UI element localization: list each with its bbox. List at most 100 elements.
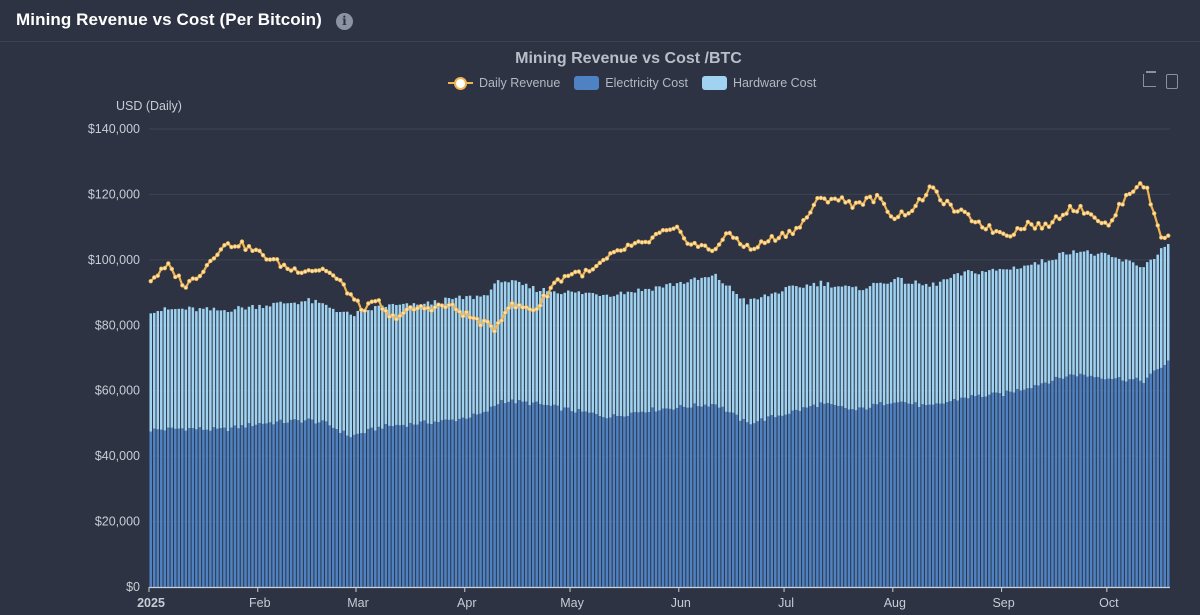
electricity-bar [956,400,959,587]
electricity-bar [552,404,556,587]
x-tick-label: Sep [992,596,1014,610]
x-axis: 2025 Feb Mar Apr May Jun Jul Aug Sep Oct [137,586,1170,610]
electricity-bar [177,428,181,587]
revenue-point [439,303,445,308]
hardware-bar [668,283,672,409]
info-icon[interactable]: i [335,12,353,30]
legend-item-hardware-cost[interactable]: Hardware Cost [701,76,816,90]
electricity-bar [917,407,921,587]
restore-icon[interactable] [1166,74,1178,89]
hardware-bar [998,268,1002,394]
electricity-bar [360,433,363,587]
electricity-bar [745,422,749,587]
electricity-bar [749,424,752,587]
hardware-bar [510,280,514,400]
revenue-point [436,302,441,307]
revenue-point [688,242,694,247]
electricity-bar [931,404,935,587]
electricity-bar [981,396,984,587]
revenue-point [1113,213,1118,218]
electricity-bar [398,425,402,587]
revenue-point [695,244,701,250]
electricity-bar [675,407,679,587]
chart-toolbox [1143,71,1178,89]
hardware-bar [549,291,552,406]
electricity-bar [514,403,517,587]
hardware-bar [188,306,191,429]
revenue-point [257,248,262,254]
electricity-bar [384,423,388,587]
hardware-bar [595,294,598,415]
zoom-icon[interactable] [1143,71,1156,87]
hardware-bar [1121,261,1124,381]
electricity-bar [307,418,310,587]
revenue-point [952,209,957,214]
hardware-bar [865,288,868,410]
revenue-point [745,242,750,248]
electricity-bar [493,405,496,587]
hardware-bar [738,298,742,421]
revenue-point [488,323,494,329]
hardware-bar [1072,250,1075,375]
revenue-point [969,218,974,224]
revenue-point [1064,211,1069,216]
electricity-bar [1110,379,1114,587]
electricity-bar [963,397,967,587]
revenue-point [797,225,803,230]
hardware-bar [781,291,784,416]
hardware-bar [679,281,682,405]
revenue-point [474,316,480,321]
revenue-point [1081,211,1087,216]
hardware-bar [552,291,556,405]
hardware-bar [886,283,889,405]
electricity-bar [174,428,177,587]
hardware-bar [893,279,896,403]
electricity-bar [651,407,654,587]
revenue-point [576,269,582,274]
hardware-bar [567,290,570,408]
hardware-bar [661,287,665,409]
revenue-point [713,246,718,252]
hardware-bar [907,283,910,404]
hardware-bar [517,281,521,401]
revenue-point [222,243,227,248]
electricity-bar [181,428,184,587]
legend-item-electricity-cost[interactable]: Electricity Cost [574,76,688,90]
revenue-point [467,315,473,320]
electricity-bar [896,402,900,587]
hardware-bar [458,295,461,419]
hardware-bar [1142,267,1145,383]
hardware-bar [896,277,900,403]
electricity-bar [391,426,395,587]
electricity-bar [966,398,970,587]
y-axis-title: USD (Daily) [116,99,182,113]
electricity-bar [402,424,405,587]
electricity-bar [1047,383,1051,587]
revenue-point [1092,215,1097,220]
hardware-bar [230,311,233,428]
electricity-bar [563,407,567,587]
legend-item-daily-revenue[interactable]: Daily Revenue [448,76,560,90]
hardware-bar [847,286,851,410]
revenue-point [787,228,792,234]
electricity-bar [710,404,714,587]
revenue-point [506,305,511,311]
electricity-bar [219,428,223,587]
hardware-bar [170,309,174,428]
electricity-bar [868,407,872,587]
electricity-bar [240,425,244,587]
electricity-bar [1107,378,1110,587]
revenue-point [208,258,213,264]
hardware-bar [409,306,412,423]
revenue-point [1085,210,1090,216]
hardware-bar [1096,253,1100,377]
electricity-bar [689,407,693,587]
electricity-bar [475,414,479,587]
electricity-bar [1117,377,1121,587]
electricity-bar [195,429,198,587]
revenue-point [804,215,810,220]
electricity-bar [279,419,282,587]
x-tick-label: Oct [1099,596,1119,610]
electricity-bar [959,397,963,587]
hardware-bar [833,286,837,405]
